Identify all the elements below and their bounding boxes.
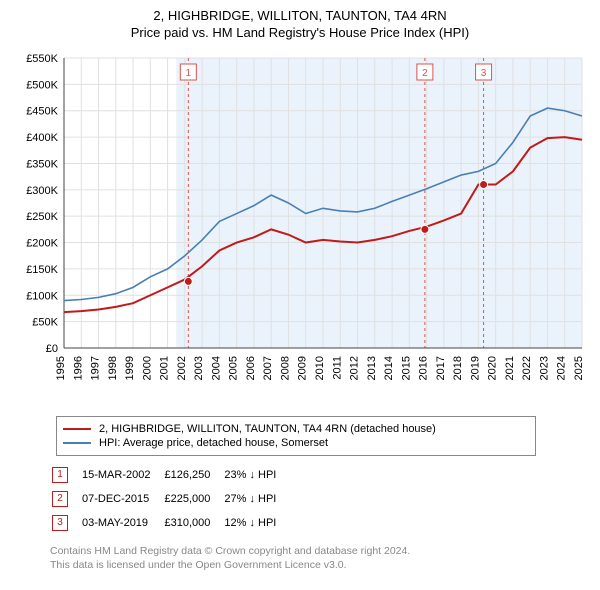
svg-text:2010: 2010	[314, 356, 326, 380]
marker-badge: 1	[52, 467, 68, 483]
svg-text:2015: 2015	[400, 356, 412, 380]
footnote: Contains HM Land Registry data © Crown c…	[50, 544, 592, 572]
svg-text:£400K: £400K	[26, 132, 58, 144]
transaction-row: 3 03-MAY-2019£310,00012% ↓ HPI	[52, 512, 288, 534]
legend-item-property: 2, HIGHBRIDGE, WILLITON, TAUNTON, TA4 4R…	[63, 423, 529, 435]
svg-text:2022: 2022	[521, 356, 533, 380]
svg-text:2005: 2005	[228, 356, 240, 380]
svg-text:2023: 2023	[538, 356, 550, 380]
svg-text:£0: £0	[46, 343, 58, 355]
svg-text:£500K: £500K	[26, 79, 58, 91]
svg-text:2002: 2002	[176, 356, 188, 380]
svg-text:2020: 2020	[487, 356, 499, 380]
svg-text:£150K: £150K	[26, 264, 58, 276]
svg-text:£250K: £250K	[26, 211, 58, 223]
svg-text:2001: 2001	[159, 356, 171, 380]
svg-text:2018: 2018	[452, 356, 464, 380]
price-chart: £0 £50K £100K £150K £200K £250K £300K £350K £400…	[8, 48, 592, 408]
footnote-line: This data is licensed under the Open Gov…	[50, 559, 347, 571]
svg-text:£300K: £300K	[26, 185, 58, 197]
svg-text:1999: 1999	[124, 356, 136, 380]
svg-text:2012: 2012	[349, 356, 361, 380]
legend-swatch	[63, 428, 91, 430]
legend-item-hpi: HPI: Average price, detached house, Some…	[63, 437, 529, 449]
transaction-price: £126,250	[164, 464, 222, 486]
svg-text:2014: 2014	[383, 356, 395, 380]
svg-text:2025: 2025	[573, 356, 585, 380]
legend: 2, HIGHBRIDGE, WILLITON, TAUNTON, TA4 4R…	[56, 416, 536, 456]
chart-title: 2, HIGHBRIDGE, WILLITON, TAUNTON, TA4 4R…	[8, 8, 592, 23]
transaction-delta: 23% ↓ HPI	[224, 464, 288, 486]
chart-subtitle: Price paid vs. HM Land Registry's House …	[8, 25, 592, 40]
transaction-delta: 27% ↓ HPI	[224, 488, 288, 510]
transaction-price: £310,000	[164, 512, 222, 534]
svg-text:2016: 2016	[418, 356, 430, 380]
svg-text:2000: 2000	[141, 356, 153, 380]
svg-text:1995: 1995	[55, 356, 67, 380]
legend-label: HPI: Average price, detached house, Some…	[99, 437, 328, 449]
svg-text:2007: 2007	[262, 356, 274, 380]
svg-text:£550K: £550K	[26, 53, 58, 65]
transaction-delta: 12% ↓ HPI	[224, 512, 288, 534]
footnote-line: Contains HM Land Registry data © Crown c…	[50, 545, 410, 557]
svg-text:2008: 2008	[279, 356, 291, 380]
transaction-date: 15-MAR-2002	[82, 464, 162, 486]
svg-text:£450K: £450K	[26, 106, 58, 118]
svg-text:£50K: £50K	[32, 317, 58, 329]
marker-badge: 3	[52, 515, 68, 531]
svg-text:2013: 2013	[366, 356, 378, 380]
svg-text:2019: 2019	[469, 356, 481, 380]
svg-text:2009: 2009	[297, 356, 309, 380]
transaction-row: 1 15-MAR-2002£126,25023% ↓ HPI	[52, 464, 288, 486]
chart-canvas: £0 £50K £100K £150K £200K £250K £300K £350K £400…	[8, 48, 592, 408]
svg-text:2017: 2017	[435, 356, 447, 380]
svg-text:2006: 2006	[245, 356, 257, 380]
transaction-price: £225,000	[164, 488, 222, 510]
transactions-table: 1 15-MAR-2002£126,25023% ↓ HPI 2 07-DEC-201…	[50, 462, 290, 536]
legend-swatch	[63, 442, 91, 444]
transaction-date: 03-MAY-2019	[82, 512, 162, 534]
svg-text:£200K: £200K	[26, 238, 58, 250]
svg-text:2021: 2021	[504, 356, 516, 380]
svg-text:2: 2	[422, 68, 428, 79]
svg-text:2003: 2003	[193, 356, 205, 380]
marker-badge: 2	[52, 491, 68, 507]
svg-text:2011: 2011	[331, 356, 343, 380]
legend-label: 2, HIGHBRIDGE, WILLITON, TAUNTON, TA4 4R…	[99, 423, 436, 435]
svg-text:1996: 1996	[72, 356, 84, 380]
svg-text:2004: 2004	[210, 356, 222, 380]
svg-text:1998: 1998	[107, 356, 119, 380]
transaction-date: 07-DEC-2015	[82, 488, 162, 510]
svg-text:1997: 1997	[90, 356, 102, 380]
svg-text:1: 1	[186, 68, 192, 79]
svg-text:2024: 2024	[556, 356, 568, 380]
transaction-row: 2 07-DEC-2015£225,00027% ↓ HPI	[52, 488, 288, 510]
svg-text:£100K: £100K	[26, 290, 58, 302]
svg-text:3: 3	[481, 68, 487, 79]
svg-text:£350K: £350K	[26, 158, 58, 170]
